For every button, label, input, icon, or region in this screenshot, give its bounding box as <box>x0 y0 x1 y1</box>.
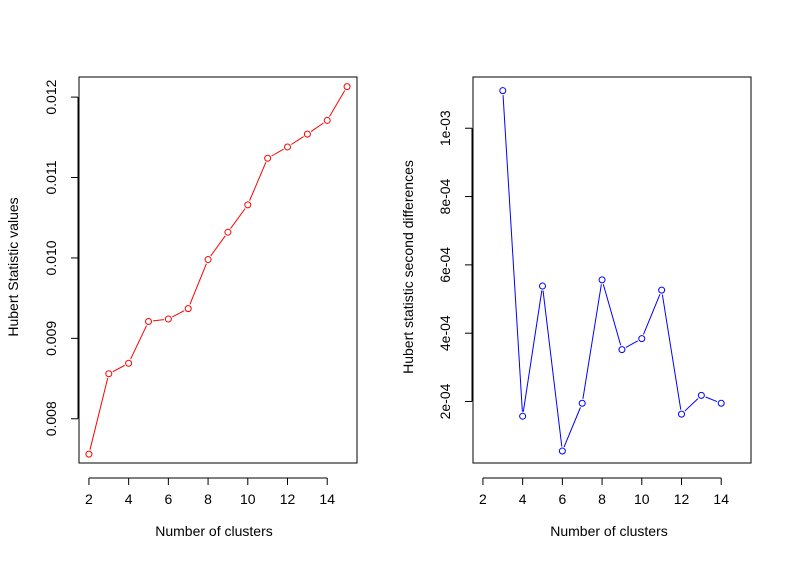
right-data-point <box>717 399 725 407</box>
left-series-segment <box>249 162 267 201</box>
right-plot-frame <box>472 76 752 464</box>
right-data-point <box>499 87 507 95</box>
left-y-tick-label: 0.012 <box>43 79 59 114</box>
right-x-tick-label: 8 <box>598 491 606 507</box>
right-series-segment <box>522 290 543 412</box>
left-x-tick-label: 4 <box>125 491 133 507</box>
left-series-segment <box>230 208 246 229</box>
right-y-tick-label: 1e-03 <box>437 110 453 146</box>
left-series-segment <box>310 122 324 132</box>
right-y-tick-label: 6e-04 <box>437 247 453 283</box>
right-x-axis: 2 4 6 8 10 12 14 <box>479 477 729 507</box>
right-x-tick-label: 12 <box>674 491 690 507</box>
left-data-point <box>145 317 152 325</box>
right-data-point <box>697 391 705 399</box>
right-x-axis-label: Number of clusters <box>550 523 667 539</box>
left-x-tick-label: 6 <box>164 491 172 507</box>
right-panel: 2 4 6 8 10 12 14 2e-04 4e-04 6e-04 8e-04 1e-03 Num… <box>400 76 752 539</box>
right-data-point <box>658 286 666 294</box>
left-series <box>85 83 351 458</box>
right-data-point <box>519 412 527 420</box>
right-series-segment <box>625 340 639 348</box>
left-series-segment <box>130 325 148 360</box>
left-series-segment <box>271 148 284 157</box>
left-y-tick-label: 0.009 <box>43 321 59 356</box>
right-data-point <box>578 399 586 407</box>
left-y-tick-label: 0.011 <box>43 160 59 194</box>
right-y-tick-label: 4e-04 <box>437 315 453 351</box>
left-series-segment <box>210 235 226 257</box>
right-data-point <box>618 346 626 354</box>
left-x-tick-label: 2 <box>85 491 93 507</box>
right-series-segment <box>661 294 682 410</box>
left-x-axis-label: Number of clusters <box>155 523 272 539</box>
left-series-segment <box>89 377 109 450</box>
right-series-segment <box>705 396 718 403</box>
left-y-tick-label: 0.010 <box>43 240 59 275</box>
right-series-segment <box>502 95 523 412</box>
right-data-point <box>558 447 566 455</box>
left-data-point <box>224 228 232 236</box>
right-series <box>499 87 725 455</box>
left-x-tick-label: 14 <box>319 491 335 507</box>
left-x-axis: 2 4 6 8 10 12 14 <box>85 477 335 507</box>
right-data-point <box>678 410 685 418</box>
right-x-tick-label: 14 <box>713 491 729 507</box>
left-series-segment <box>329 90 346 117</box>
left-series-segment <box>112 364 125 373</box>
left-series-segment <box>189 263 207 305</box>
right-data-point <box>598 276 606 284</box>
right-data-point <box>638 335 646 343</box>
left-series-segment <box>291 136 304 145</box>
left-data-point <box>105 370 113 378</box>
left-data-point <box>343 83 351 91</box>
right-x-tick-label: 6 <box>558 491 566 507</box>
right-series-segment <box>643 294 661 335</box>
right-series-segment <box>602 284 622 346</box>
left-x-tick-label: 10 <box>240 491 256 507</box>
right-series-segment <box>542 290 563 447</box>
right-x-tick-label: 2 <box>479 491 487 507</box>
left-plot-frame <box>78 76 358 464</box>
left-data-point <box>303 130 311 138</box>
left-y-axis-label: Hubert Statistic values <box>5 197 21 336</box>
left-series-segment <box>172 310 185 318</box>
right-series-segment <box>582 284 602 399</box>
right-y-axis-label: Hubert statistic second differences <box>400 160 416 374</box>
right-y-axis: 2e-04 4e-04 6e-04 8e-04 1e-03 <box>437 110 473 419</box>
left-data-point <box>264 154 272 162</box>
left-data-point <box>164 315 172 323</box>
right-y-tick-label: 8e-04 <box>437 178 453 214</box>
left-x-tick-label: 8 <box>204 491 212 507</box>
left-y-tick-label: 0.008 <box>43 401 59 436</box>
left-data-point <box>204 256 212 264</box>
right-series-segment <box>563 407 581 448</box>
left-series-segment <box>152 319 164 322</box>
left-data-point <box>85 450 93 458</box>
right-series-segment <box>684 398 699 412</box>
left-data-point <box>323 116 331 124</box>
right-data-point <box>539 282 546 290</box>
right-x-tick-label: 10 <box>634 491 650 507</box>
right-y-tick-label: 2e-04 <box>437 383 453 419</box>
right-x-tick-label: 4 <box>519 491 527 507</box>
left-data-point <box>125 359 133 367</box>
left-data-point <box>284 143 291 151</box>
left-data-point <box>244 201 252 209</box>
left-y-axis: 0.008 0.009 0.010 0.011 0.012 <box>43 79 79 436</box>
left-panel: 2 4 6 8 10 12 14 0.008 0.009 0.010 0.011 0.012 Num… <box>5 76 358 539</box>
left-x-tick-label: 12 <box>280 491 296 507</box>
left-data-point <box>184 305 192 313</box>
